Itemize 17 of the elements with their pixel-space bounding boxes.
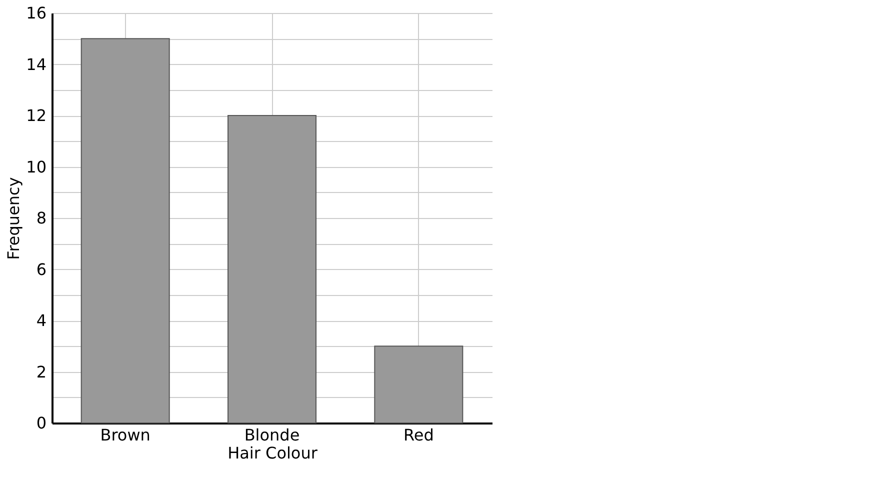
- y-tick-label: 8: [36, 208, 46, 228]
- y-tick-label: 6: [36, 260, 46, 279]
- x-axis-title: Hair Colour: [228, 444, 318, 462]
- y-tick-label: 2: [36, 362, 46, 382]
- y-tick-label: 4: [36, 311, 46, 330]
- bar: [80, 38, 170, 424]
- y-axis-title: Frequency: [4, 177, 24, 260]
- bar: [374, 346, 464, 424]
- y-tick-label: 0: [36, 414, 46, 432]
- x-tick-label: Brown: [100, 426, 150, 444]
- y-tick-label: 16: [26, 4, 46, 22]
- y-tick-label: 10: [26, 157, 46, 176]
- y-tick-label: 14: [26, 54, 46, 74]
- bar: [228, 115, 316, 424]
- x-tick-label: Red: [403, 426, 434, 444]
- y-tick-label: 12: [26, 106, 46, 125]
- x-tick-label: Blonde: [244, 426, 300, 444]
